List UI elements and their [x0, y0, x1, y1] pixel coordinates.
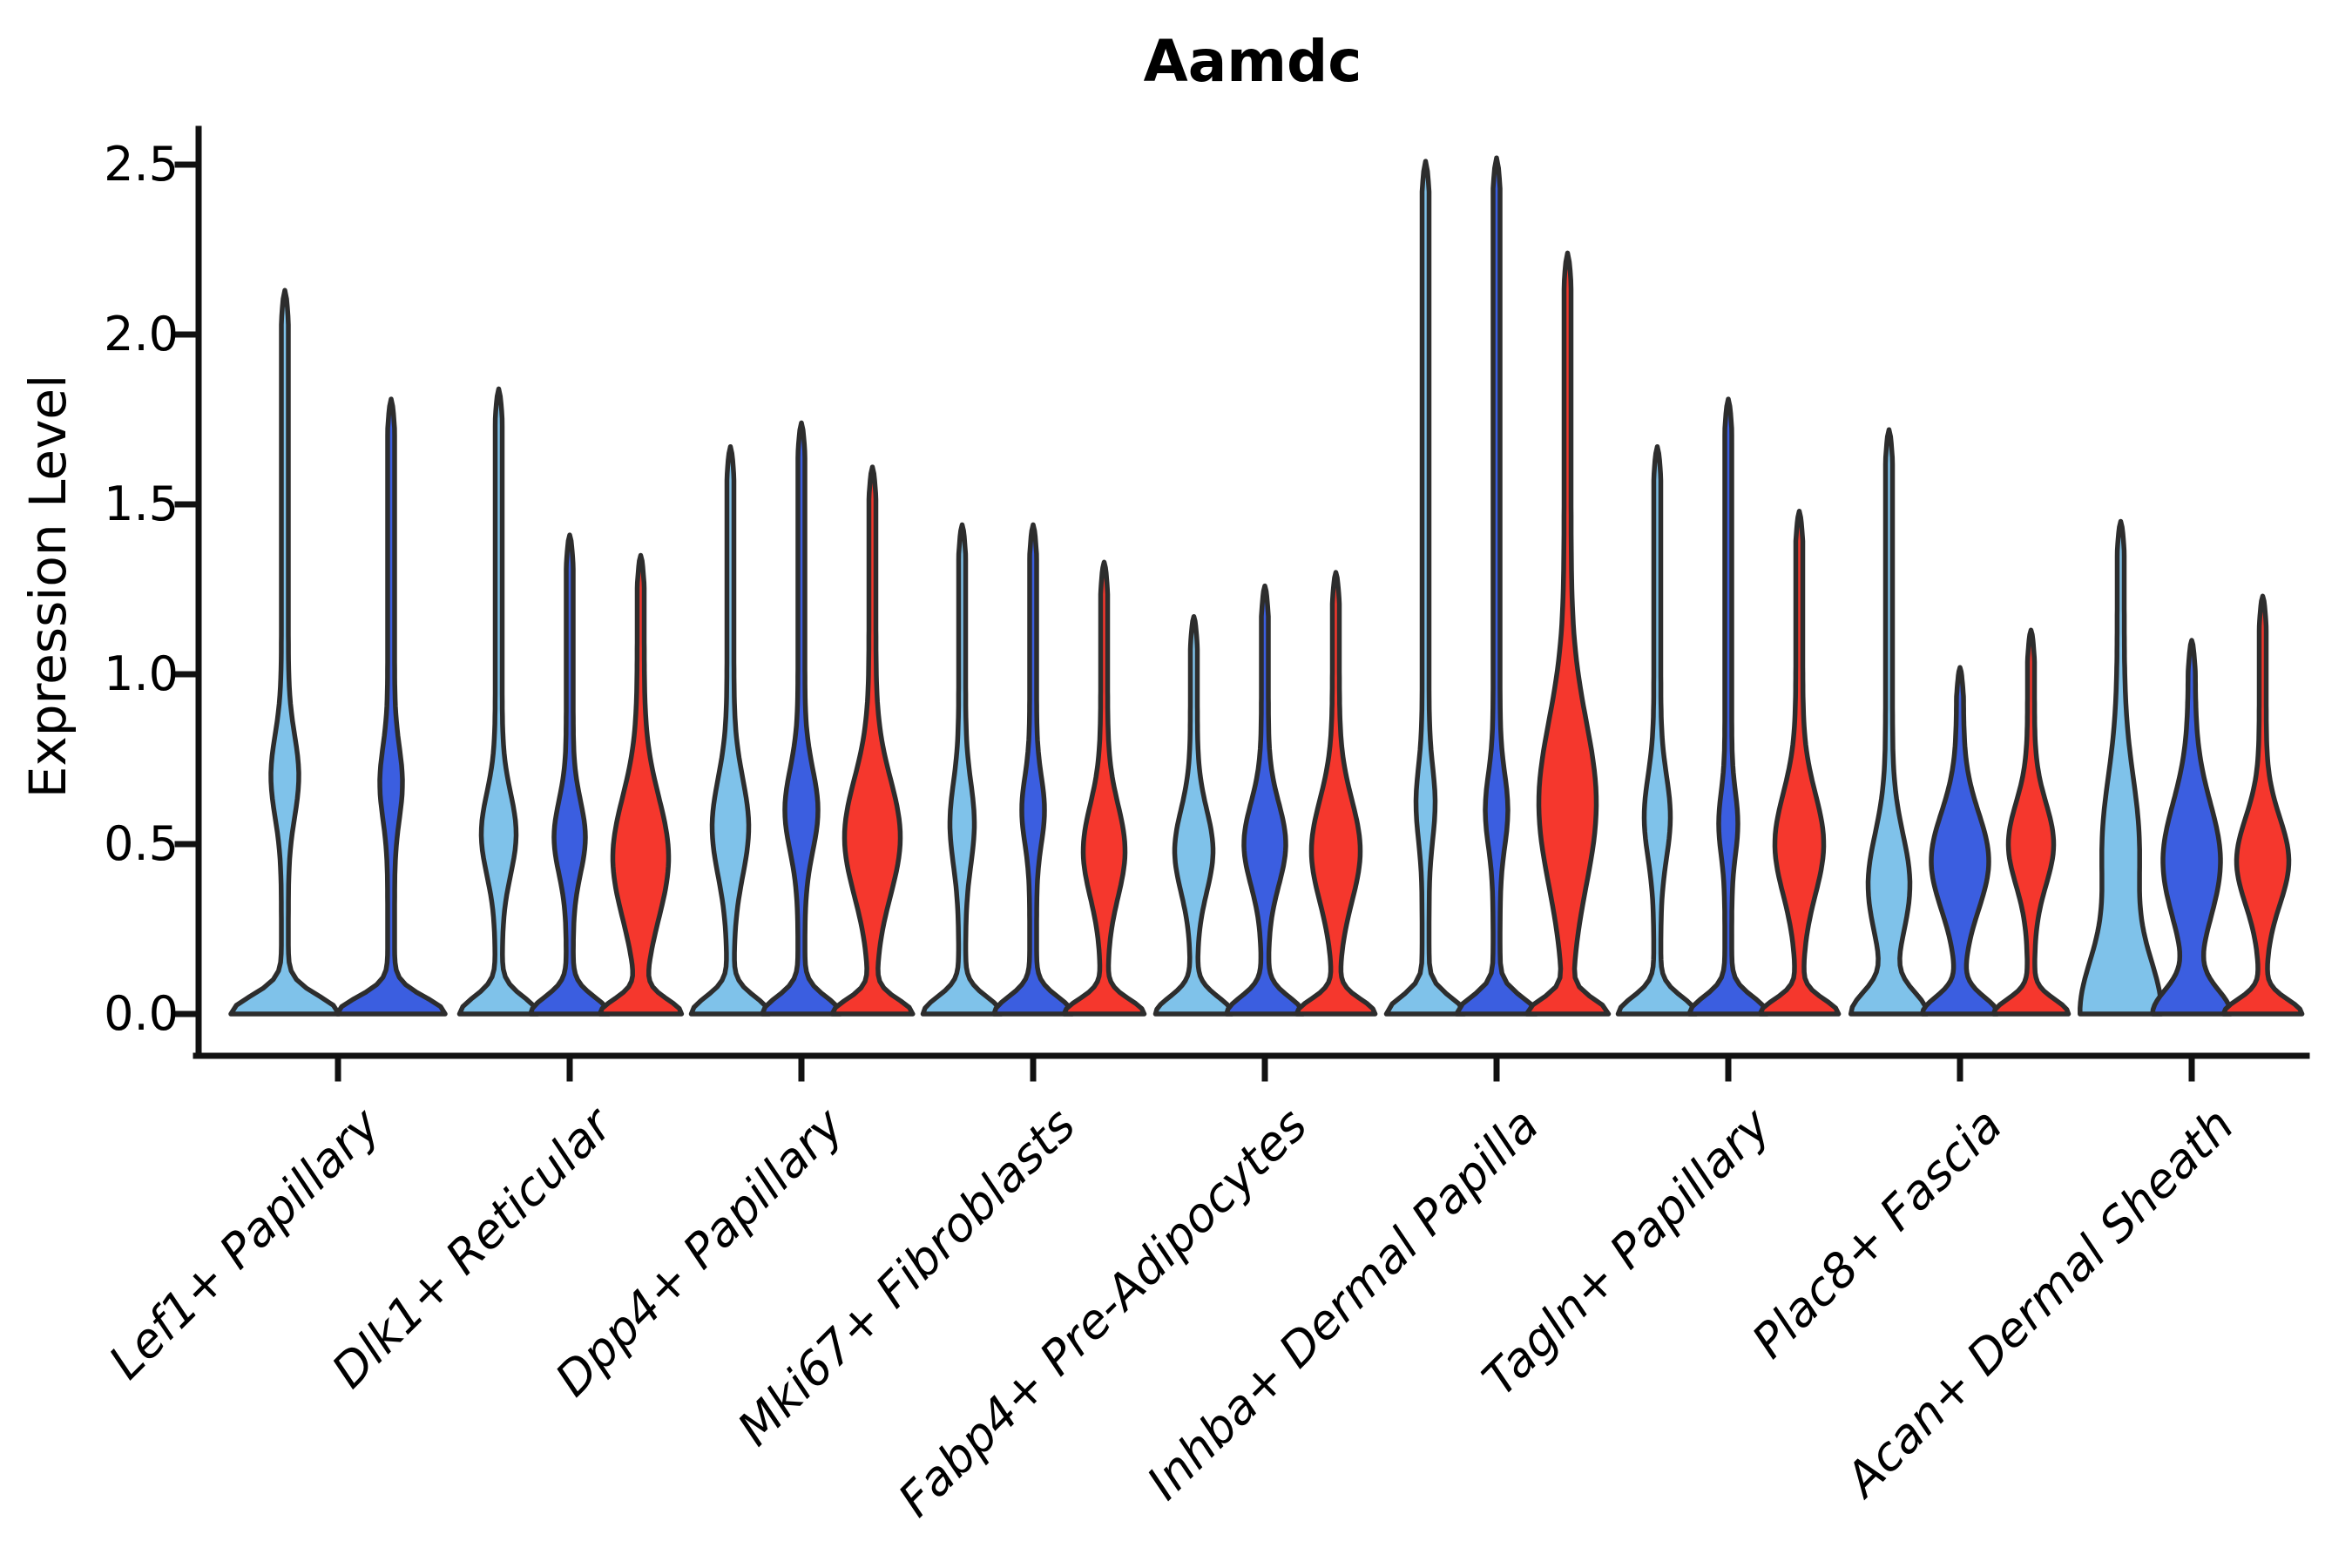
violin-fabp4-pre-adipocytes-light-blue — [1152, 613, 1235, 1017]
violin-lef1-papillary-dark-blue — [335, 396, 448, 1017]
violin-mki67-fibroblasts-light-blue — [920, 522, 1004, 1017]
violin-plac8-fascia-red — [1990, 627, 2072, 1017]
violin-acan-dermal-sheath-red — [2220, 593, 2305, 1017]
violins-group — [228, 155, 2305, 1017]
violin-plac8-fascia-light-blue — [1848, 427, 1930, 1017]
y-tick-label: 2.0 — [104, 307, 179, 362]
y-tick-label: 1.5 — [104, 476, 179, 531]
violin-dlk1-reticular-red — [597, 552, 685, 1017]
violin-acan-dermal-sheath-dark-blue — [2150, 638, 2234, 1017]
violin-dpp4-papillary-light-blue — [688, 443, 773, 1017]
violin-dlk1-reticular-dark-blue — [528, 532, 612, 1017]
violin-inhba-dermal-papilla-red — [1524, 250, 1612, 1017]
y-tick-label: 0.5 — [104, 816, 179, 871]
violin-acan-dermal-sheath-light-blue — [2078, 518, 2164, 1017]
violin-dpp4-papillary-dark-blue — [760, 420, 843, 1017]
y-tick-label: 2.5 — [104, 137, 179, 192]
y-tick-label: 0.0 — [104, 986, 179, 1041]
violin-fabp4-pre-adipocytes-dark-blue — [1224, 583, 1306, 1017]
violin-tagln-papillary-dark-blue — [1686, 396, 1770, 1017]
violin-fabp4-pre-adipocytes-red — [1294, 570, 1378, 1017]
violin-inhba-dermal-papilla-dark-blue — [1454, 155, 1539, 1017]
violin-plac8-fascia-dark-blue — [1920, 665, 2000, 1017]
axis-ticks — [174, 161, 2195, 1082]
chart-title: Aamdc — [1143, 28, 1362, 95]
violin-inhba-dermal-papilla-light-blue — [1383, 159, 1468, 1017]
violin-tagln-papillary-light-blue — [1615, 443, 1700, 1017]
y-tick-label: 1.0 — [104, 646, 179, 701]
violin-dpp4-papillary-red — [829, 464, 916, 1017]
violin-mki67-fibroblasts-red — [1061, 559, 1147, 1017]
violin-mki67-fibroblasts-dark-blue — [991, 522, 1075, 1017]
violin-lef1-papillary-light-blue — [228, 287, 341, 1017]
violin-dlk1-reticular-light-blue — [456, 386, 541, 1017]
violin-tagln-papillary-red — [1757, 509, 1842, 1017]
